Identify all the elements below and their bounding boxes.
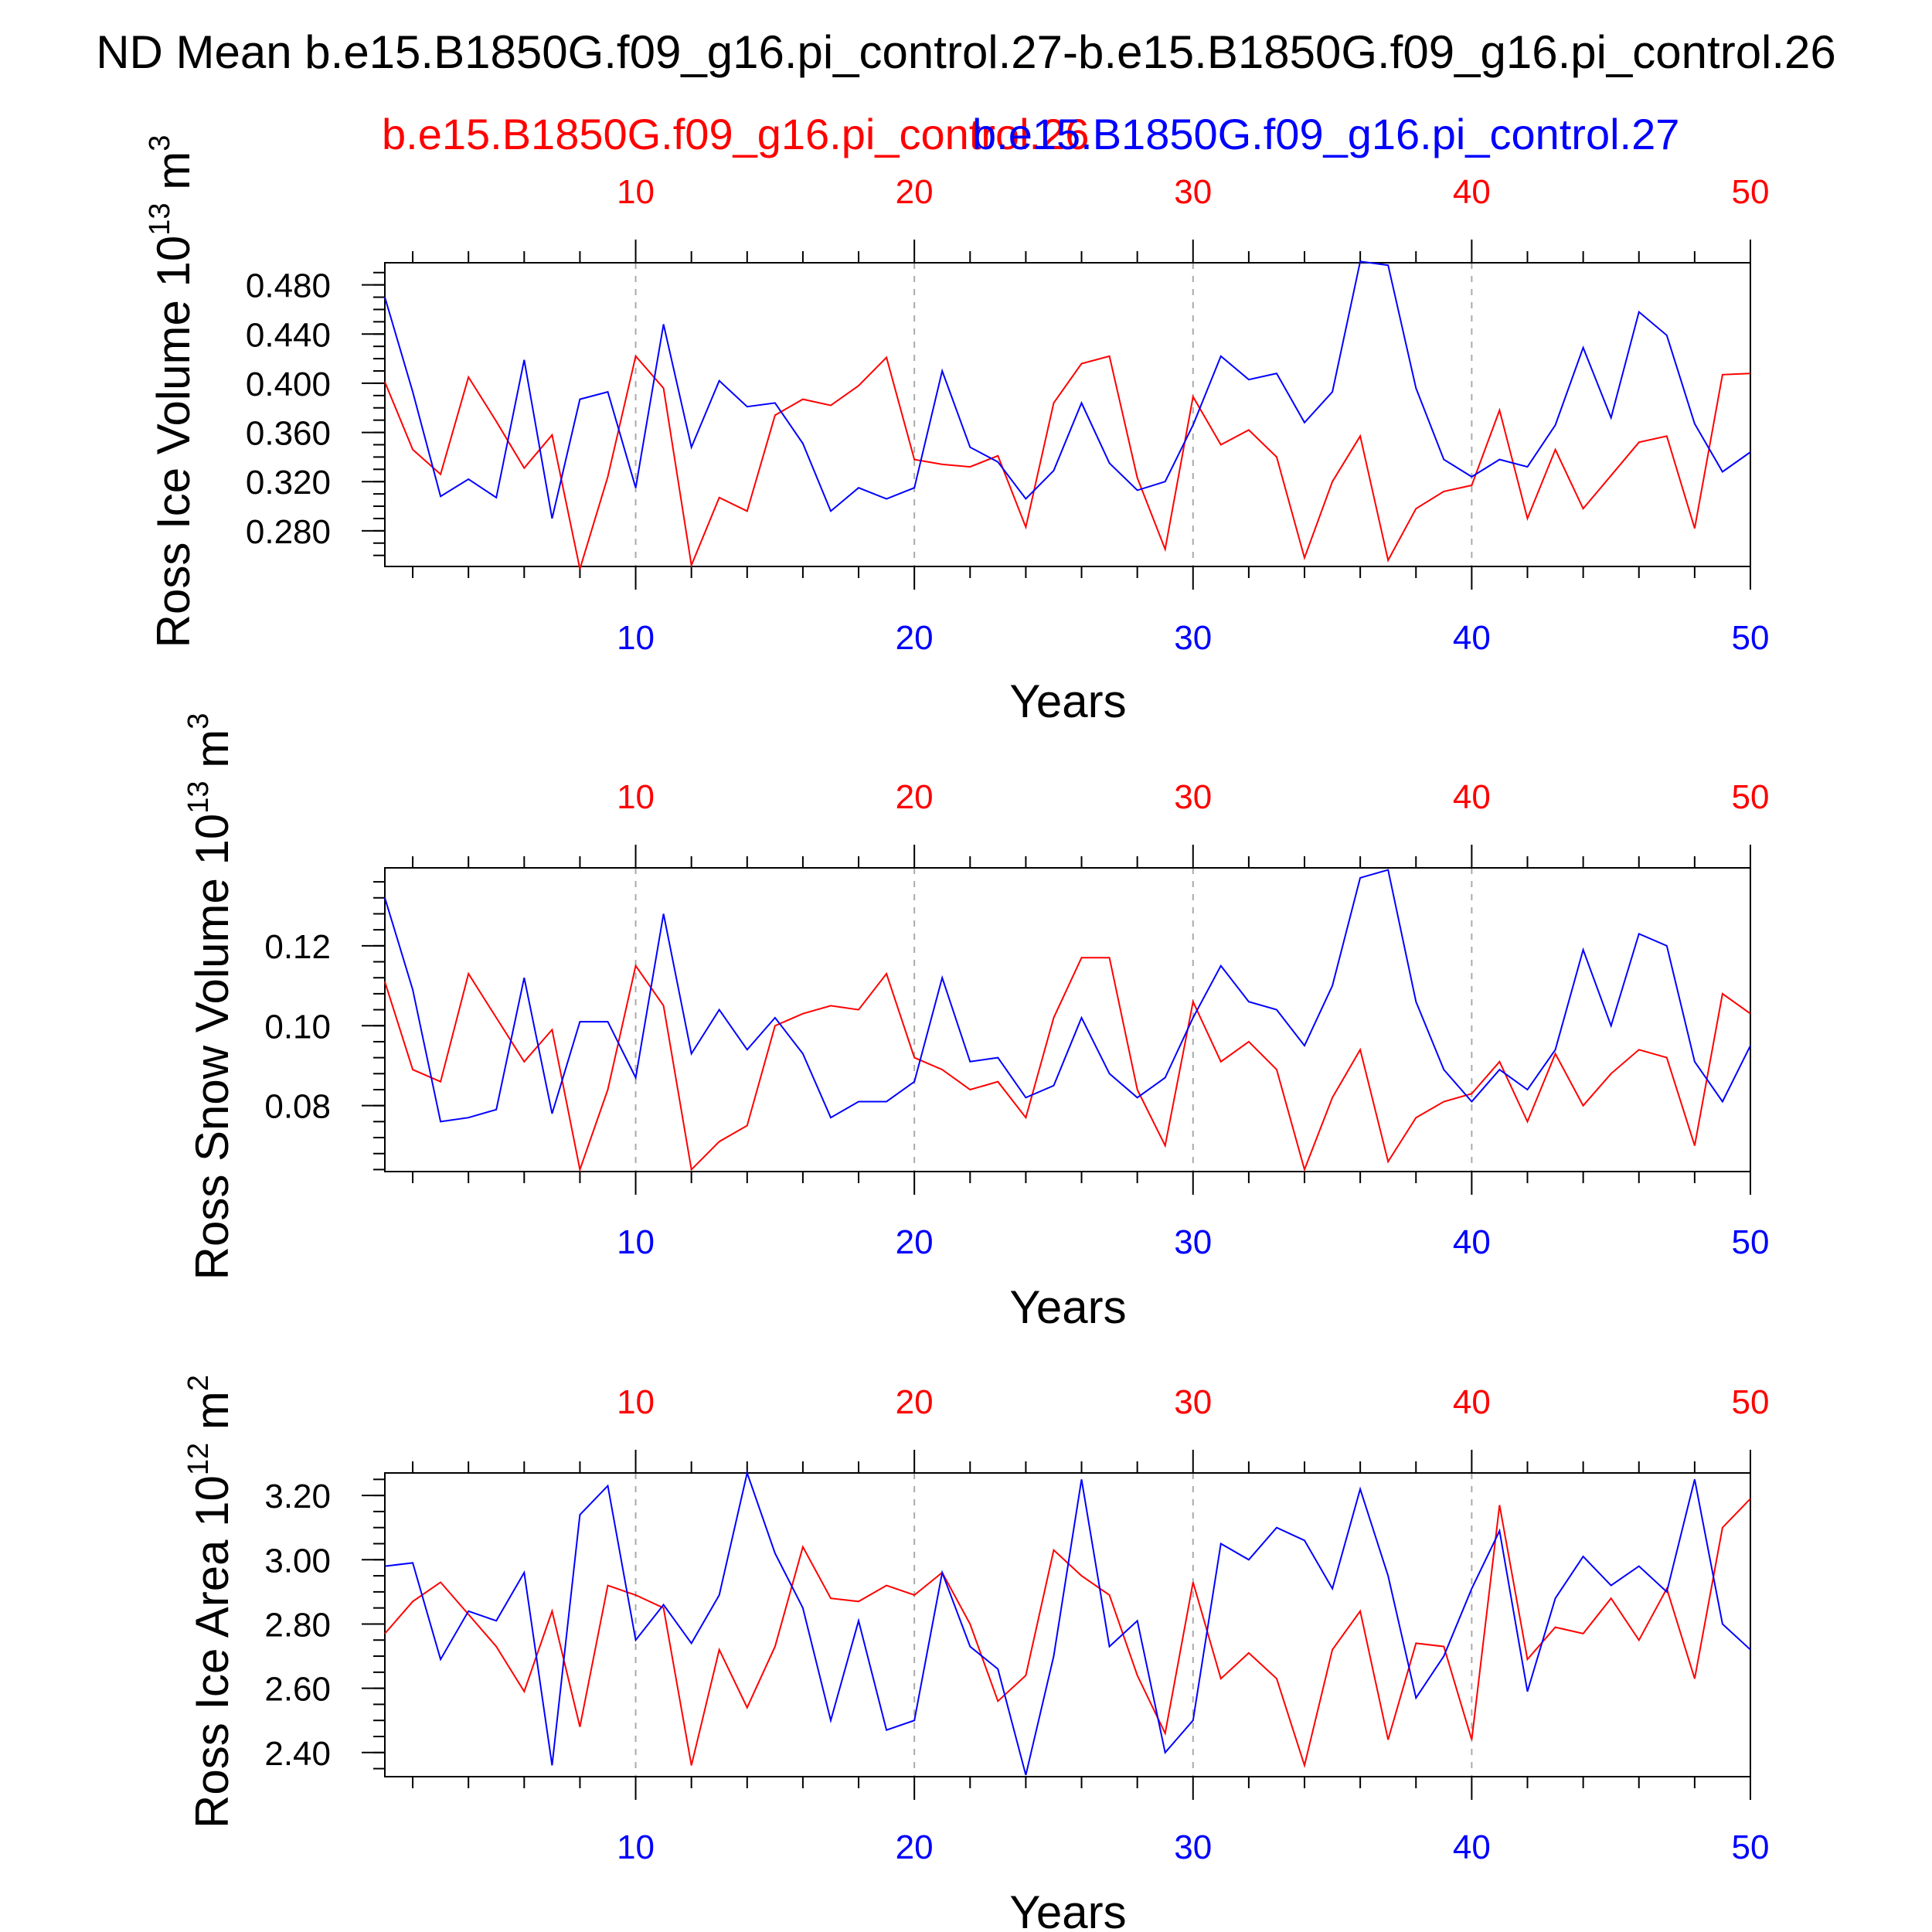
- plot-frame: [384, 1472, 1751, 1777]
- series-line-blue: [384, 1470, 1751, 1776]
- y-tick-label: 0.480: [246, 267, 331, 305]
- series-line-blue: [384, 869, 1751, 1123]
- x-tick-label-top: 40: [1453, 778, 1491, 816]
- x-tick-label-top: 30: [1174, 1383, 1212, 1421]
- x-tick-label-top: 40: [1453, 173, 1491, 211]
- series-line-red: [384, 957, 1751, 1173]
- panel-2: 10 10 20 20 30 30 40 40 50 50 0.08 0.10 0.12 Years Ros…: [182, 713, 1769, 1333]
- x-tick-label-top: 50: [1732, 778, 1770, 816]
- chart-title: ND Mean b.e15.B1850G.f09_g16.pi_control.…: [96, 26, 1836, 78]
- panel-1: 10 10 20 20 30 30 40 40 50 50 0.280 0.320 0.360 0.400…: [144, 135, 1769, 727]
- y-tick-label: 0.08: [264, 1088, 331, 1126]
- y-axis-label: Ross Ice Area 1012 m2: [182, 1375, 238, 1828]
- y-axis-label: Ross Ice Volume 1013 m3: [144, 135, 199, 648]
- x-tick-label-bottom: 20: [896, 1223, 934, 1261]
- x-tick-label-top: 20: [896, 1383, 934, 1421]
- legend-red-label: b.e15.B1850G.f09_g16.pi_control.26: [382, 110, 1089, 158]
- x-tick-label-top: 20: [896, 778, 934, 816]
- x-tick-label-top: 20: [896, 173, 934, 211]
- x-tick-label-bottom: 50: [1732, 1828, 1770, 1866]
- x-axis-label: Years: [1009, 1281, 1126, 1333]
- x-tick-label-top: 10: [617, 1383, 655, 1421]
- y-tick-label: 0.360: [246, 415, 331, 453]
- series-line-red: [384, 354, 1751, 570]
- x-tick-label-top: 10: [617, 778, 655, 816]
- y-tick-label: 2.40: [264, 1735, 331, 1773]
- x-tick-label-bottom: 40: [1453, 619, 1491, 657]
- x-tick-label-bottom: 20: [896, 619, 934, 657]
- y-tick-label: 2.60: [264, 1671, 331, 1709]
- plot-frame: [384, 262, 1751, 567]
- x-tick-label-bottom: 30: [1174, 1223, 1212, 1261]
- x-tick-label-top: 40: [1453, 1383, 1491, 1421]
- series-line-blue: [384, 260, 1751, 519]
- x-tick-label-bottom: 10: [617, 1828, 655, 1866]
- y-tick-label: 3.20: [264, 1478, 331, 1515]
- y-tick-label: 0.400: [246, 366, 331, 403]
- y-tick-label: 0.10: [264, 1008, 331, 1046]
- x-tick-label-top: 50: [1732, 173, 1770, 211]
- panel-3: 10 10 20 20 30 30 40 40 50 50 2.40 2.60 2.80 3.00 3.20…: [182, 1375, 1769, 1932]
- y-axis-label: Ross Snow Volume 1013 m3: [182, 713, 238, 1281]
- x-axis-label: Years: [1009, 1886, 1126, 1932]
- x-tick-label-bottom: 50: [1732, 619, 1770, 657]
- x-tick-label-bottom: 10: [617, 1223, 655, 1261]
- x-tick-label-bottom: 30: [1174, 1828, 1212, 1866]
- legend-blue-label: b.e15.B1850G.f09_g16.pi_control.27: [972, 110, 1679, 158]
- x-tick-label-bottom: 30: [1174, 619, 1212, 657]
- x-tick-label-top: 10: [617, 173, 655, 211]
- y-tick-label: 2.80: [264, 1606, 331, 1644]
- y-tick-label: 0.320: [246, 464, 331, 502]
- x-tick-label-top: 30: [1174, 778, 1212, 816]
- x-tick-label-top: 30: [1174, 173, 1212, 211]
- x-tick-label-bottom: 40: [1453, 1223, 1491, 1261]
- x-axis-label: Years: [1009, 675, 1126, 727]
- x-tick-label-bottom: 50: [1732, 1223, 1770, 1261]
- y-tick-label: 0.440: [246, 316, 331, 354]
- plot-frame: [384, 867, 1751, 1172]
- y-tick-label: 0.12: [264, 928, 331, 966]
- y-tick-label: 3.00: [264, 1542, 331, 1580]
- x-tick-label-bottom: 10: [617, 619, 655, 657]
- x-tick-label-bottom: 40: [1453, 1828, 1491, 1866]
- x-tick-label-top: 50: [1732, 1383, 1770, 1421]
- y-tick-label: 0.280: [246, 513, 331, 551]
- x-tick-label-bottom: 20: [896, 1828, 934, 1866]
